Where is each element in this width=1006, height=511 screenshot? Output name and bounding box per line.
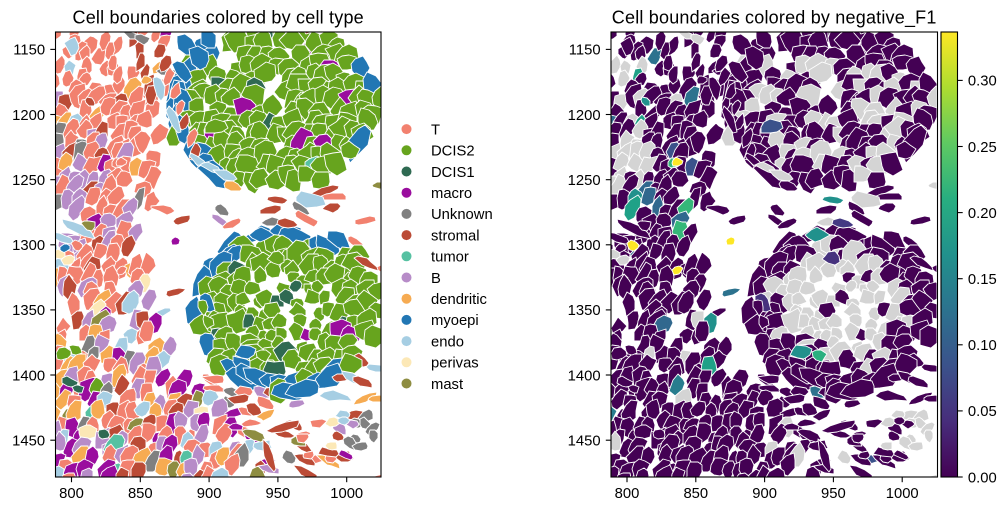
svg-text:900: 900 [752, 486, 777, 502]
svg-text:0.05: 0.05 [968, 404, 997, 420]
svg-text:1350: 1350 [568, 303, 601, 319]
svg-text:B: B [431, 271, 441, 287]
svg-text:0.15: 0.15 [968, 272, 997, 288]
svg-text:0.25: 0.25 [968, 140, 997, 156]
svg-text:800: 800 [59, 486, 84, 502]
svg-text:stromal: stromal [431, 228, 480, 244]
svg-text:1150: 1150 [13, 43, 45, 59]
svg-text:Cell boundaries colored by neg: Cell boundaries colored by negative_F1 [612, 8, 937, 29]
svg-text:0.00: 0.00 [968, 470, 997, 486]
svg-text:1000: 1000 [330, 486, 363, 502]
svg-text:1200: 1200 [12, 108, 45, 124]
svg-text:1250: 1250 [12, 173, 45, 189]
svg-text:perivas: perivas [431, 356, 479, 372]
svg-text:1350: 1350 [12, 303, 45, 319]
svg-text:850: 850 [128, 486, 153, 502]
svg-text:0.30: 0.30 [968, 74, 997, 90]
svg-text:1300: 1300 [12, 238, 45, 254]
svg-text:myoepi: myoepi [431, 313, 479, 329]
svg-text:0.20: 0.20 [968, 206, 997, 222]
svg-text:1450: 1450 [12, 434, 45, 450]
svg-text:950: 950 [821, 486, 846, 502]
svg-text:T: T [431, 122, 440, 138]
svg-text:1400: 1400 [12, 368, 45, 384]
svg-text:1000: 1000 [886, 486, 919, 502]
svg-text:1200: 1200 [568, 108, 601, 124]
svg-text:Unknown: Unknown [431, 207, 493, 223]
svg-text:tumor: tumor [431, 250, 469, 266]
svg-text:DCIS1: DCIS1 [431, 165, 475, 181]
svg-text:1300: 1300 [568, 238, 601, 254]
svg-text:800: 800 [615, 486, 640, 502]
svg-text:1450: 1450 [568, 434, 601, 450]
svg-text:850: 850 [683, 486, 708, 502]
svg-text:1400: 1400 [568, 368, 601, 384]
svg-text:950: 950 [266, 486, 291, 502]
svg-text:macro: macro [431, 186, 472, 202]
svg-text:900: 900 [197, 486, 222, 502]
svg-text:Cell boundaries colored by cel: Cell boundaries colored by cell type [73, 8, 364, 28]
svg-text:1150: 1150 [569, 43, 601, 59]
svg-text:endo: endo [431, 334, 464, 350]
svg-text:DCIS2: DCIS2 [431, 144, 475, 160]
svg-text:0.10: 0.10 [968, 338, 997, 354]
svg-text:1250: 1250 [568, 173, 601, 189]
svg-text:mast: mast [431, 377, 463, 393]
svg-text:dendritic: dendritic [431, 292, 488, 308]
